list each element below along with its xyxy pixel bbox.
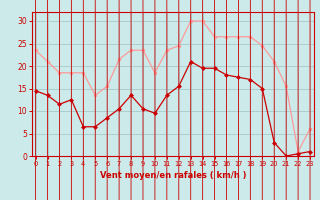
X-axis label: Vent moyen/en rafales ( km/h ): Vent moyen/en rafales ( km/h ) xyxy=(100,171,246,180)
